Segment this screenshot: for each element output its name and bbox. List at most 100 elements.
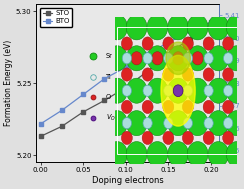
Circle shape [208, 46, 229, 71]
Circle shape [107, 111, 127, 136]
Circle shape [226, 78, 244, 103]
Circle shape [168, 15, 189, 40]
Circle shape [208, 142, 229, 167]
STO [82, 111, 85, 113]
Circle shape [147, 15, 168, 40]
Circle shape [168, 111, 189, 136]
STO [39, 135, 42, 137]
BTO [124, 66, 127, 68]
BTO [103, 77, 106, 80]
Circle shape [147, 46, 168, 71]
Circle shape [183, 53, 193, 64]
Circle shape [173, 85, 183, 97]
Circle shape [208, 78, 229, 103]
Circle shape [208, 15, 229, 40]
Circle shape [208, 111, 229, 136]
Line: BTO: BTO [39, 21, 212, 125]
Circle shape [163, 131, 174, 145]
BTO [61, 109, 63, 111]
Circle shape [204, 53, 213, 64]
Circle shape [223, 100, 234, 114]
Circle shape [203, 68, 214, 81]
Legend: STO, BTO: STO, BTO [40, 8, 72, 27]
Circle shape [224, 118, 233, 129]
Circle shape [173, 52, 184, 65]
BTO [188, 30, 191, 32]
Circle shape [163, 68, 174, 81]
Line: STO: STO [39, 23, 212, 138]
STO [103, 99, 106, 101]
BTO [39, 123, 42, 125]
Circle shape [142, 68, 153, 81]
Circle shape [182, 37, 193, 50]
Circle shape [126, 142, 147, 167]
Circle shape [226, 15, 244, 40]
Circle shape [126, 46, 147, 71]
Circle shape [122, 118, 132, 129]
Circle shape [168, 46, 189, 71]
Circle shape [187, 78, 208, 103]
Circle shape [187, 15, 208, 40]
BTO [167, 41, 170, 44]
Circle shape [122, 68, 132, 81]
Circle shape [122, 85, 132, 96]
BTO [209, 21, 212, 23]
Circle shape [107, 15, 127, 40]
Circle shape [203, 37, 214, 50]
Circle shape [107, 142, 127, 167]
Circle shape [183, 85, 193, 96]
Circle shape [187, 111, 208, 136]
Circle shape [203, 131, 214, 145]
Circle shape [163, 100, 174, 114]
Circle shape [122, 131, 132, 145]
Circle shape [164, 85, 173, 96]
Circle shape [164, 53, 173, 64]
Circle shape [168, 142, 189, 167]
Circle shape [224, 53, 233, 64]
Circle shape [163, 37, 174, 50]
Circle shape [204, 85, 213, 96]
Circle shape [182, 131, 193, 145]
Circle shape [131, 52, 142, 65]
Circle shape [182, 68, 193, 81]
Circle shape [143, 118, 152, 129]
Circle shape [183, 118, 193, 129]
Circle shape [224, 85, 233, 96]
Ellipse shape [161, 55, 195, 126]
STO [167, 53, 170, 56]
Circle shape [147, 111, 168, 136]
Circle shape [142, 131, 153, 145]
Circle shape [226, 46, 244, 71]
Circle shape [223, 37, 234, 50]
Y-axis label: Formation Energy (eV): Formation Energy (eV) [4, 40, 13, 126]
Text: $V_O$: $V_O$ [106, 113, 116, 123]
Text: Sr: Sr [106, 53, 113, 59]
Circle shape [147, 78, 168, 103]
X-axis label: Doping electrons: Doping electrons [92, 176, 164, 185]
Circle shape [126, 111, 147, 136]
Circle shape [143, 85, 152, 96]
Circle shape [164, 118, 173, 129]
BTO [146, 53, 149, 55]
Circle shape [126, 78, 147, 103]
STO [61, 125, 63, 127]
STO [209, 23, 212, 25]
Bar [117, 27, 237, 154]
Circle shape [122, 100, 132, 114]
Circle shape [143, 53, 152, 64]
Circle shape [107, 46, 127, 71]
STO [124, 86, 127, 89]
STO [146, 70, 149, 73]
Circle shape [152, 52, 163, 65]
Circle shape [226, 111, 244, 136]
Circle shape [187, 142, 208, 167]
Circle shape [126, 15, 147, 40]
Circle shape [203, 100, 214, 114]
Circle shape [168, 78, 189, 103]
Circle shape [182, 100, 193, 114]
Text: O: O [106, 94, 111, 100]
Circle shape [226, 142, 244, 167]
Text: Ti: Ti [106, 74, 112, 80]
Circle shape [147, 142, 168, 167]
Circle shape [122, 37, 132, 50]
